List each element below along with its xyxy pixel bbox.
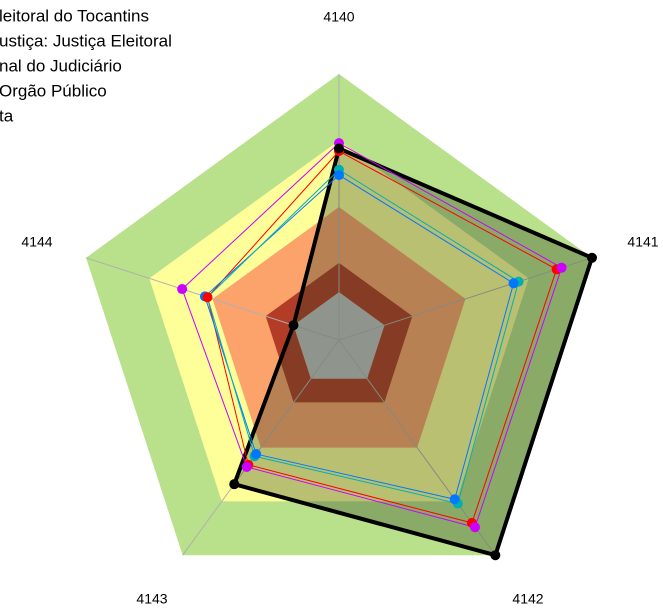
axis-label: 4142 bbox=[512, 591, 543, 607]
legend-text: ta bbox=[0, 106, 14, 125]
spoke bbox=[338, 257, 593, 341]
legend-text: nal do Judiciário bbox=[0, 56, 122, 75]
series-point bbox=[470, 522, 481, 533]
spoke bbox=[182, 339, 340, 556]
series-point bbox=[241, 461, 252, 472]
legend-text: Orgão Público bbox=[0, 81, 107, 100]
series-point bbox=[508, 278, 519, 289]
legend-text: leitoral do Tocantins bbox=[0, 6, 149, 25]
series-line bbox=[206, 169, 520, 505]
series-point bbox=[334, 170, 344, 181]
series-point bbox=[288, 320, 299, 331]
axis-label: 4140 bbox=[323, 9, 354, 25]
legend-text: ustiça: Justiça Eleitoral bbox=[0, 31, 172, 50]
axis-label: 4144 bbox=[21, 234, 52, 250]
series-point bbox=[334, 143, 344, 154]
series-line bbox=[204, 174, 515, 500]
axis-label: 4141 bbox=[627, 234, 658, 250]
series-point bbox=[556, 262, 567, 273]
axis-label: 4143 bbox=[136, 591, 167, 607]
series-point bbox=[490, 550, 501, 561]
series-point bbox=[202, 292, 213, 303]
series-point bbox=[229, 479, 240, 490]
series-point bbox=[251, 449, 262, 460]
series-point bbox=[586, 252, 597, 263]
series-point bbox=[449, 494, 460, 505]
series-line bbox=[181, 142, 563, 528]
series-line bbox=[232, 146, 594, 558]
series-line bbox=[206, 150, 558, 524]
series-point bbox=[177, 284, 188, 295]
